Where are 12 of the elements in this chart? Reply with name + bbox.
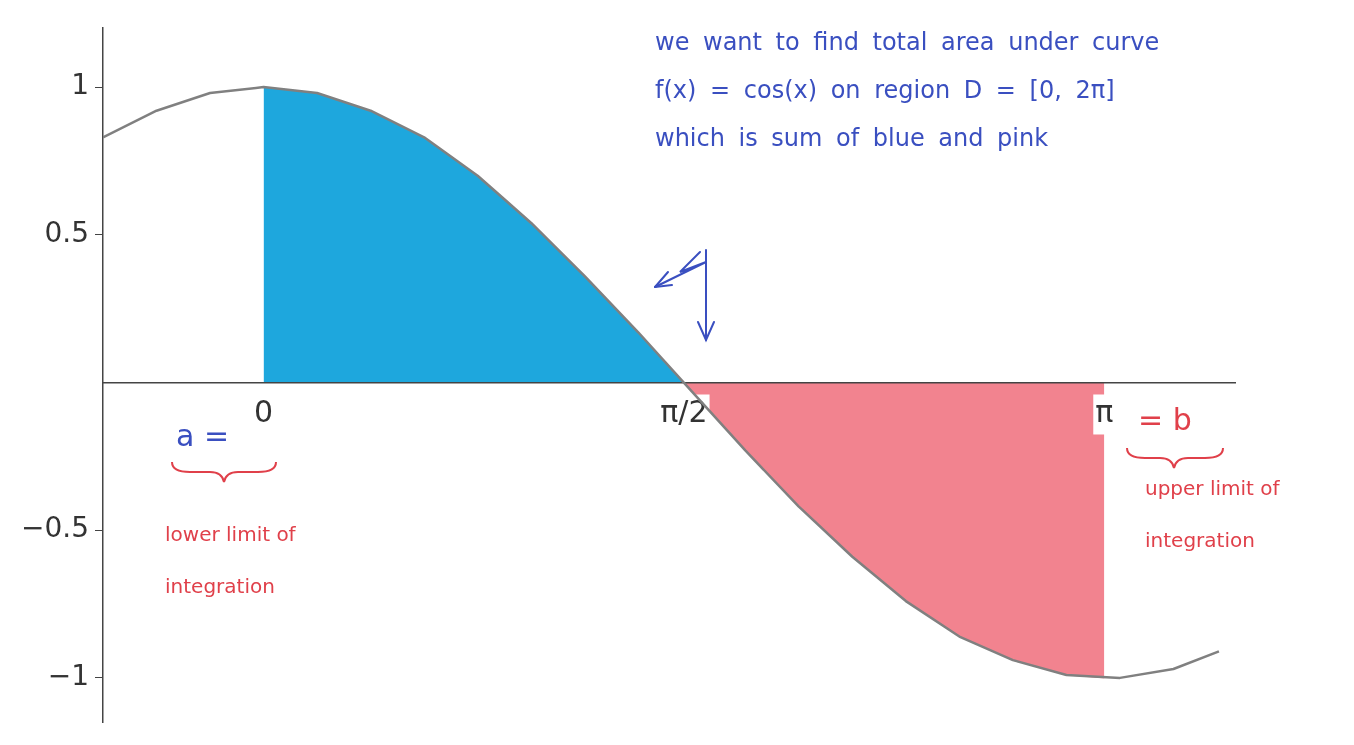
text: lower limit of integration xyxy=(165,522,296,598)
y-tick-label: 1 xyxy=(71,68,89,102)
text: upper limit of integration xyxy=(1145,476,1280,552)
y-tick-label: 0.5 xyxy=(44,216,89,250)
y-tick-label: −0.5 xyxy=(21,511,89,545)
annotation: a = xyxy=(176,418,230,453)
x-tick-label: π/2 xyxy=(660,394,708,430)
y-tick-label: −1 xyxy=(47,659,89,693)
annotation: = b xyxy=(1138,402,1192,437)
x-tick-label: 0 xyxy=(254,394,274,430)
x-tick-label: π xyxy=(1095,394,1114,430)
annotation: we want to find total area under curve f(x) = cos(x) on region D = [0, 2π] which is sum of blue and pink xyxy=(655,27,1161,154)
